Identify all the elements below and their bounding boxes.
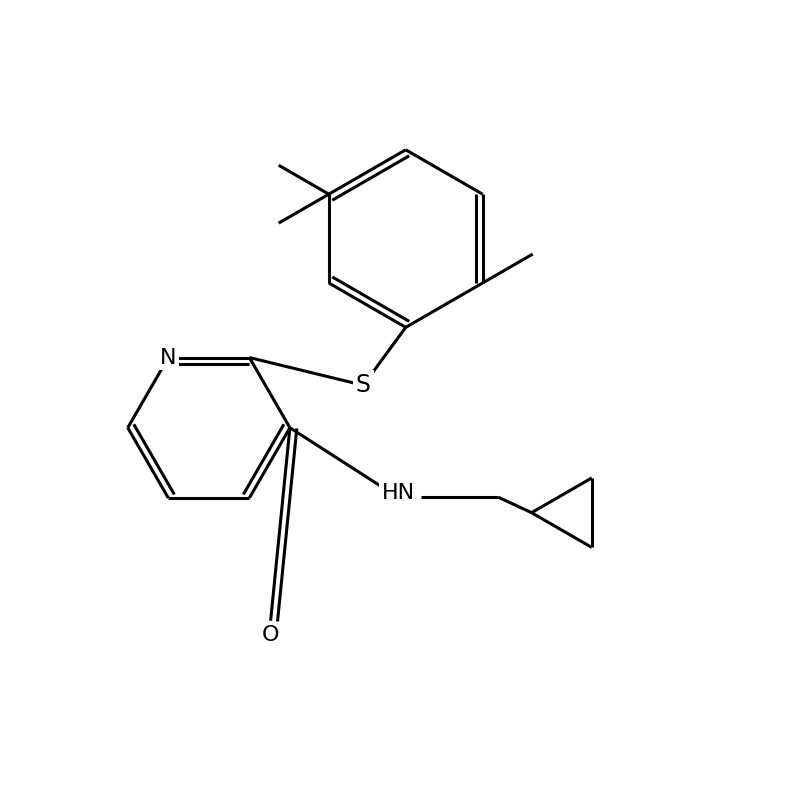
Text: O: O: [262, 625, 279, 645]
Text: HN: HN: [381, 483, 415, 503]
Text: S: S: [356, 373, 371, 397]
Text: N: N: [160, 347, 177, 368]
